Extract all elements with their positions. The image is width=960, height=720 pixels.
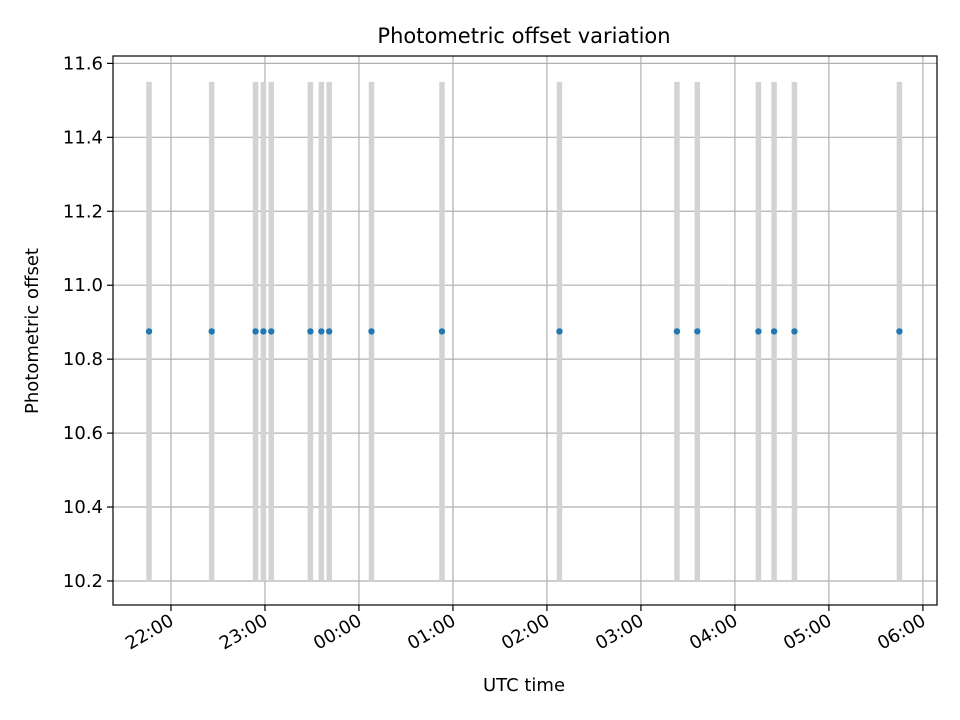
x-tick-label: 01:00 [404, 610, 459, 654]
y-tick-label: 10.8 [63, 349, 103, 370]
y-tick-label: 10.6 [63, 423, 103, 444]
data-point [260, 328, 267, 335]
data-point [791, 328, 798, 335]
data-point [556, 328, 563, 335]
y-tick-label: 10.2 [63, 571, 103, 592]
x-tick-label: 02:00 [498, 610, 553, 654]
x-tick-label: 04:00 [686, 610, 741, 654]
x-tick-label: 00:00 [310, 610, 365, 654]
x-tick-label: 23:00 [216, 610, 271, 654]
y-tick-label: 10.4 [63, 497, 103, 518]
data-point [438, 328, 446, 335]
x-tick-label: 22:00 [122, 610, 177, 654]
grid [113, 56, 937, 605]
data-point [896, 328, 903, 335]
data-point [145, 328, 153, 335]
data-point [252, 328, 259, 335]
x-tick-label: 06:00 [874, 610, 929, 654]
x-tick-label: 05:00 [780, 610, 835, 654]
data-points [145, 328, 903, 335]
y-ticks: 10.2 10.4 10.6 10.8 11.0 11.2 11.4 11.6 [63, 53, 113, 592]
y-tick-label: 11.6 [63, 53, 103, 74]
data-point [325, 328, 333, 335]
y-tick-label: 11.0 [63, 275, 103, 296]
data-point [318, 328, 325, 335]
plot-frame [112, 55, 938, 606]
data-point [770, 328, 778, 335]
data-point [673, 328, 681, 335]
data-point [268, 328, 275, 335]
data-point [208, 328, 215, 335]
x-axis-label: UTC time [483, 675, 565, 696]
data-point [694, 328, 701, 335]
data-point [307, 328, 314, 335]
x-tick-label: 03:00 [592, 610, 647, 654]
chart-title: Photometric offset variation [377, 24, 670, 48]
data-point [755, 328, 762, 335]
y-tick-label: 11.2 [63, 201, 103, 222]
data-point [368, 328, 375, 335]
y-axis-label: Photometric offset [22, 248, 43, 414]
y-tick-label: 11.4 [63, 127, 103, 148]
x-ticks: 22:00 23:00 00:00 01:00 02:00 03:00 04:00 05:00… [122, 605, 929, 654]
